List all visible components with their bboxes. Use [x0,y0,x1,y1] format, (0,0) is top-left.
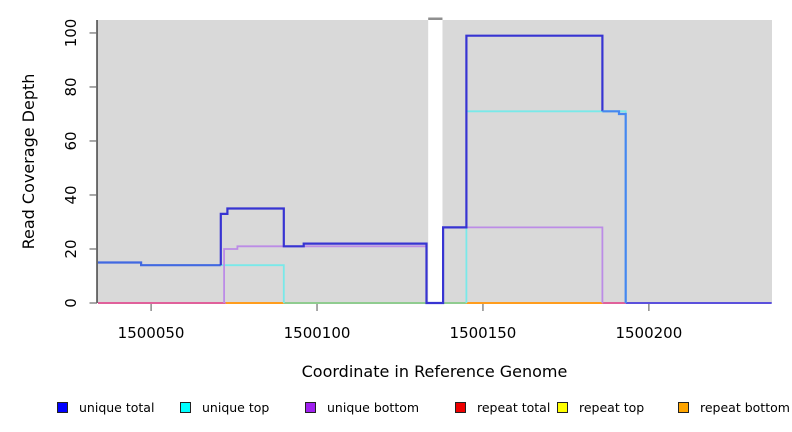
unique-bottom-swatch-icon [305,401,316,413]
legend-item-repeat-top: repeat top [557,399,644,415]
coverage-gap-cap [428,17,443,20]
legend-item-repeat-bottom: repeat bottom [678,399,790,415]
legend-label: repeat bottom [700,399,790,415]
series-segment-unique-total-left [98,261,221,267]
y-axis-title: Read Coverage Depth [19,74,38,250]
legend-item-repeat-total: repeat total [455,399,550,415]
unique-top-swatch-icon [180,401,191,413]
legend-item-unique-bottom: unique bottom [305,399,419,415]
repeat-bottom-swatch-icon [678,401,689,413]
y-tick-label: 40 [62,185,80,204]
x-tick-label: 1500150 [450,324,517,342]
unique-total-swatch-icon [57,401,68,413]
y-tick-label: 60 [62,131,80,150]
legend-label: unique total [79,399,155,415]
series-segment-unique-total-right [602,110,627,303]
series-segment-unique-top-box-left [220,264,285,303]
legend-label: repeat total [477,399,551,415]
legend-item-unique-total: unique total [57,399,154,415]
y-tick-label: 20 [62,239,80,258]
repeat-top-swatch-icon [557,401,568,413]
legend-label: unique bottom [327,399,420,415]
legend-label: unique top [202,399,270,415]
y-tick-label: 80 [62,77,80,96]
x-tick-label: 1500050 [118,324,185,342]
y-tick-label: 0 [62,298,80,308]
repeat-total-swatch-icon [455,401,466,413]
legend-label: repeat top [579,399,645,415]
legend-item-unique-top: unique top [180,399,269,415]
x-axis-title: Coordinate in Reference Genome [302,362,568,381]
series-segment-unique-total-main [219,34,604,305]
y-tick-label: 100 [62,19,80,48]
coverage-plot-canvas: 0 20 40 60 80 100 1500050 1500100 1500150 1500200… [19,17,772,381]
coverage-gap-region [428,20,443,303]
x-tick-label: 1500200 [615,324,682,342]
x-tick-label: 1500100 [284,324,351,342]
